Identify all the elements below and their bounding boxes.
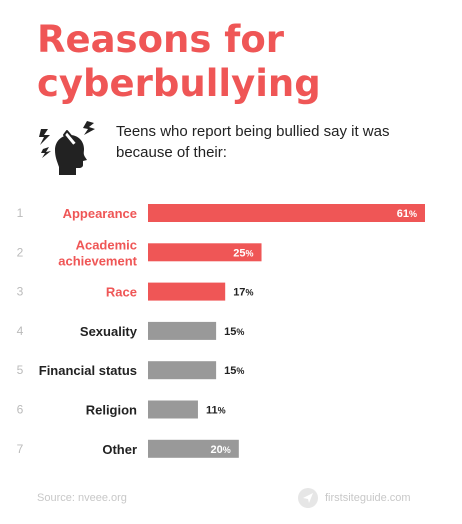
rank-label: 1 <box>17 206 24 220</box>
bar <box>148 321 217 340</box>
rank-label: 6 <box>17 403 24 417</box>
category-label: Religion <box>86 403 137 418</box>
footer: Source: nveee.org firstsiteguide.com <box>37 486 437 510</box>
bar-chart: 1 Appearance 61% 2 Academic achievement 25% 3 Ra… <box>17 204 425 458</box>
brand-name: firstsiteguide.com <box>325 492 411 504</box>
category-label: Sexuality <box>80 324 138 339</box>
bar <box>148 243 262 262</box>
intro: Teens who report being bullied say it wa… <box>37 117 437 179</box>
rank-label: 2 <box>17 245 24 259</box>
source-note: Source: nveee.org <box>37 492 127 504</box>
value-label: 15% <box>224 365 244 377</box>
value-label: 25% <box>233 247 253 259</box>
rank-label: 3 <box>17 285 24 299</box>
title-line-1: Reasons for <box>37 18 285 61</box>
rank-label: 7 <box>17 442 24 456</box>
value-label: 17% <box>233 287 253 299</box>
rank-label: 5 <box>17 363 24 377</box>
paper-plane-icon <box>298 488 318 508</box>
bar <box>148 361 217 380</box>
chart-title: Reasons for cyberbullying <box>37 18 321 106</box>
value-label: 61% <box>397 208 417 220</box>
chart-subtitle: Teens who report being bullied say it wa… <box>116 123 390 161</box>
value-label: 15% <box>224 326 244 338</box>
bar <box>148 282 226 301</box>
value-label: 11% <box>206 405 226 417</box>
bar <box>148 204 425 222</box>
value-label: 20% <box>211 444 231 456</box>
bar <box>148 439 239 458</box>
bar <box>148 400 198 419</box>
category-label: Race <box>106 285 137 300</box>
title-line-2: cyberbullying <box>37 62 321 105</box>
category-label: Academic achievement <box>58 237 137 268</box>
category-label: Other <box>102 442 137 457</box>
category-label: Financial status <box>39 363 137 378</box>
category-label: Appearance <box>63 206 137 221</box>
brand[interactable]: firstsiteguide.com <box>298 487 437 509</box>
stressed-head-icon <box>39 121 95 175</box>
rank-label: 4 <box>17 324 24 338</box>
